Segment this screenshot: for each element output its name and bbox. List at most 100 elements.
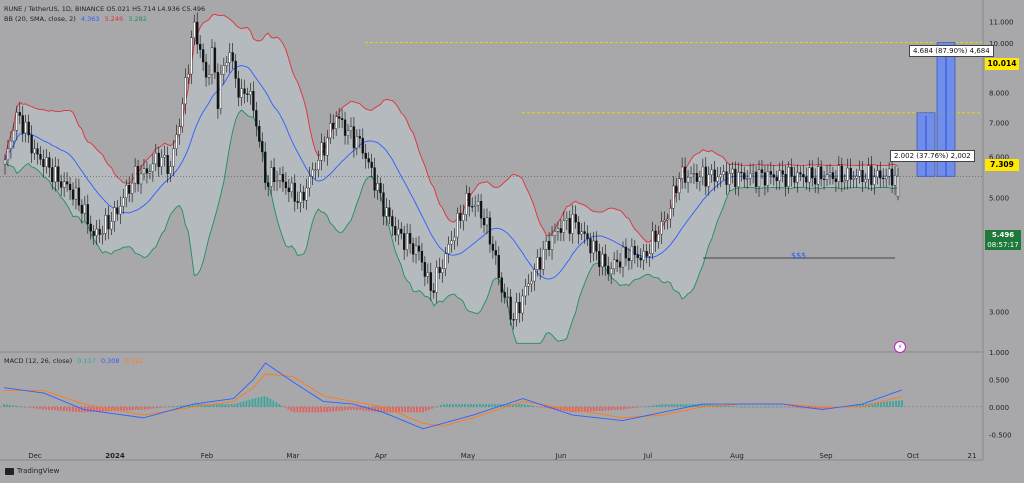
candle-body bbox=[627, 257, 631, 261]
candle-body bbox=[441, 268, 444, 273]
macd-hist-bar bbox=[464, 404, 466, 407]
candle-body bbox=[314, 169, 317, 171]
candle-body bbox=[660, 221, 663, 235]
macd-hist-bar bbox=[754, 406, 757, 408]
measure-top-label[interactable]: 4.684 (87.90%) 4,684 bbox=[909, 45, 994, 57]
macd-hist-bar bbox=[616, 406, 619, 410]
macd-hist-bar bbox=[167, 406, 170, 408]
macd-hist-bar bbox=[721, 405, 724, 407]
candle-body bbox=[107, 214, 110, 230]
candle-body bbox=[95, 228, 98, 236]
macd-hist-bar bbox=[829, 406, 832, 409]
macd-hist-bar bbox=[634, 406, 637, 408]
candle-body bbox=[713, 169, 716, 182]
macd-pane[interactable] bbox=[0, 362, 983, 430]
candle-body bbox=[110, 221, 113, 230]
candle-body bbox=[252, 91, 255, 111]
macd-hist-bar bbox=[556, 406, 559, 410]
macd-hist-bar bbox=[437, 406, 439, 407]
candle-body bbox=[267, 182, 270, 187]
candle-body bbox=[225, 62, 228, 66]
candle-body bbox=[444, 253, 447, 269]
candle-body bbox=[746, 178, 749, 180]
candle-body bbox=[822, 178, 826, 180]
time-tick-label: Mar bbox=[286, 452, 299, 460]
macd-hist-bar bbox=[416, 406, 418, 413]
candle-body bbox=[284, 181, 288, 189]
candle-body bbox=[518, 302, 521, 314]
candle-body bbox=[468, 193, 471, 207]
lightning-icon[interactable]: ⚡ bbox=[894, 341, 906, 353]
candle-body bbox=[610, 268, 613, 275]
candle-body bbox=[42, 159, 45, 167]
candle-body bbox=[867, 165, 870, 180]
measure-mid-label[interactable]: 2.002 (37.76%) 2,002 bbox=[890, 150, 975, 162]
macd-hist-bar bbox=[18, 406, 20, 407]
macd-hist-bar bbox=[682, 404, 685, 407]
macd-hist-bar bbox=[709, 404, 712, 407]
candle-body bbox=[861, 170, 864, 183]
candle-body bbox=[698, 176, 702, 182]
candle-body bbox=[166, 155, 169, 174]
macd-hist-bar bbox=[814, 406, 817, 410]
macd-hist-bar bbox=[341, 406, 344, 411]
macd-hist-bar bbox=[233, 403, 236, 407]
candle-body bbox=[364, 152, 367, 159]
macd-hist-bar bbox=[703, 404, 706, 407]
macd-hist-bar bbox=[347, 406, 350, 411]
candle-body bbox=[18, 112, 21, 116]
macd-hist-bar bbox=[302, 406, 305, 413]
candle-body bbox=[30, 134, 33, 154]
macd-hist-bar bbox=[727, 405, 730, 407]
candle-body bbox=[471, 206, 474, 208]
candle-body bbox=[559, 228, 563, 233]
candle-body bbox=[308, 176, 311, 189]
time-tick-label: Oct bbox=[907, 452, 919, 460]
macd-hist-bar bbox=[317, 406, 320, 413]
price-pane[interactable] bbox=[0, 12, 983, 344]
time-tick-label: Apr bbox=[375, 452, 387, 460]
candle-body bbox=[125, 185, 128, 199]
brand-label: TradingView bbox=[17, 467, 60, 475]
candle-body bbox=[873, 176, 876, 185]
macd-hist-bar bbox=[622, 406, 625, 410]
macd-hist-bar bbox=[374, 406, 377, 412]
macd-hist-bar bbox=[281, 405, 284, 407]
candle-body bbox=[577, 221, 580, 235]
candle-body bbox=[686, 176, 690, 183]
macd-hist-bar bbox=[817, 406, 820, 410]
macd-hist-bar bbox=[248, 399, 251, 407]
macd-hist-bar bbox=[3, 404, 5, 407]
macd-hist-bar bbox=[362, 406, 365, 411]
candle-body bbox=[521, 295, 524, 314]
candle-body bbox=[734, 168, 737, 188]
macd-hist-bar bbox=[526, 404, 529, 407]
candle-body bbox=[663, 219, 666, 222]
macd-hist-bar bbox=[646, 406, 649, 407]
macd-hist-bar bbox=[886, 401, 888, 407]
candle-body bbox=[249, 91, 252, 95]
macd-hist-bar bbox=[473, 404, 475, 407]
candle-body bbox=[595, 240, 598, 252]
candle-body bbox=[320, 142, 323, 161]
macd-hist-bar bbox=[95, 406, 98, 412]
macd-hist-bar bbox=[784, 406, 787, 408]
macd-hist-bar bbox=[476, 404, 478, 407]
macd-hist-bar bbox=[538, 406, 541, 408]
macd-hist-bar bbox=[254, 398, 257, 407]
candle-body bbox=[692, 173, 696, 175]
macd-hist-bar bbox=[269, 398, 272, 407]
candle-body bbox=[533, 269, 536, 282]
candle-body bbox=[397, 228, 400, 236]
candle-body bbox=[612, 259, 616, 270]
bb-band-fill bbox=[5, 14, 898, 344]
candle-body bbox=[814, 177, 817, 185]
candle-body bbox=[142, 168, 146, 175]
macd-hist-bar bbox=[733, 406, 736, 407]
macd-hist-bar bbox=[176, 405, 179, 407]
macd-hist-bar bbox=[541, 406, 544, 408]
macd-hist-bar bbox=[275, 402, 278, 407]
candle-body bbox=[184, 77, 187, 105]
candle-body bbox=[562, 220, 566, 233]
